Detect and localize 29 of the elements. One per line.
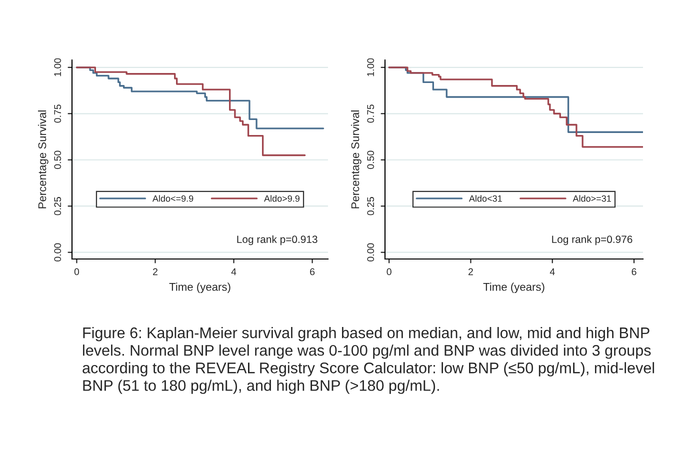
y-axis-title: Percentage Survival [38, 110, 48, 208]
x-tick-label: 2 [153, 268, 158, 276]
legend-label: Aldo>9.9 [264, 195, 300, 202]
legend-label: Aldo<=9.9 [152, 195, 194, 202]
y-tick-label: 0.25 [54, 197, 62, 216]
x-tick-label: 4 [231, 268, 236, 276]
y-tick-label: 1.00 [367, 58, 374, 76]
y-tick-label: 0.50 [367, 150, 374, 169]
x-axis-title: Time (years) [483, 282, 544, 294]
x-axis-title: Time (years) [169, 282, 230, 294]
annotation: Log rank p=0.913 [237, 235, 318, 246]
y-tick-label: 0.75 [367, 104, 374, 123]
y-tick-label: 0.50 [54, 150, 62, 169]
x-tick-label: 2 [468, 268, 473, 276]
annotation: Log rank p=0.976 [552, 235, 632, 246]
legend-label: Aldo<31 [468, 195, 502, 202]
x-tick-label: 4 [550, 268, 555, 276]
y-tick-label: 0.25 [367, 197, 374, 216]
y-tick-label: 0.00 [54, 243, 62, 262]
x-tick-label: 6 [310, 268, 315, 276]
x-tick-label: 0 [386, 268, 392, 276]
y-tick-label: 1.00 [54, 58, 62, 76]
y-tick-label: 0.75 [54, 104, 62, 123]
caption: Figure 6: Kaplan-Meier survival graph based on median, and low, mid and high BNP levels. Normal BNP level range was 0-100 pg/ml and BNP was divided into 3 groups according to the REVEAL Registry Score Calculator: low BNP (≤50 pg/mL), mid-level BNP (51 to 180 pg/mL), and high BNP (>180 pg/mL). [82, 327, 654, 394]
x-tick-label: 6 [632, 268, 636, 276]
x-tick-label: 0 [74, 268, 80, 276]
y-tick-label: 0.00 [367, 243, 374, 262]
y-axis-title: Percentage Survival [350, 110, 362, 208]
legend-label: Aldo>=31 [572, 195, 611, 202]
